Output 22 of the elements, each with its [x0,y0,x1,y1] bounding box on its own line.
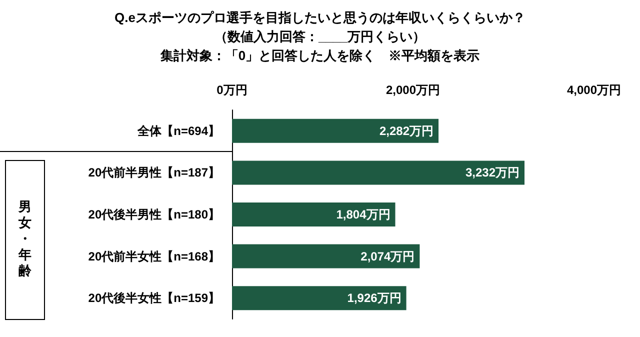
data-label: 2,074万円 [360,249,415,264]
y-tick-label: 20代前半男性【n=187】 [88,166,220,180]
y-tick-label: 20代後半女性【n=159】 [88,291,220,306]
chart-title: Q.eスポーツのプロ選手を目指したいと思うのは年収いくらくらいか？ [114,10,526,25]
y-tick-label: 20代前半女性【n=168】 [88,249,220,264]
data-label: 1,804万円 [336,208,390,222]
bar [232,244,420,268]
data-label: 3,232万円 [465,166,520,180]
bar [232,286,406,310]
chart-subtitle: （数値入力回答：____万円くらい） [214,29,426,44]
bar [232,160,524,185]
data-label: 2,282万円 [379,124,434,138]
x-tick-label: 0万円 [216,83,248,97]
group-box: 男女・年齢 [5,160,45,320]
y-tick-label: 20代後半男性【n=180】 [88,208,220,222]
bar [232,118,439,143]
x-tick-label: 2,000万円 [386,83,440,97]
text: 集計対象：「0」と回答した人を除く ※平均額を表示 [159,48,480,63]
x-tick-label: 4,000万円 [566,83,622,97]
y-tick-label: 全体【n=694】 [136,124,220,138]
data-label: 1,926万円 [347,291,402,306]
bar [232,202,396,226]
